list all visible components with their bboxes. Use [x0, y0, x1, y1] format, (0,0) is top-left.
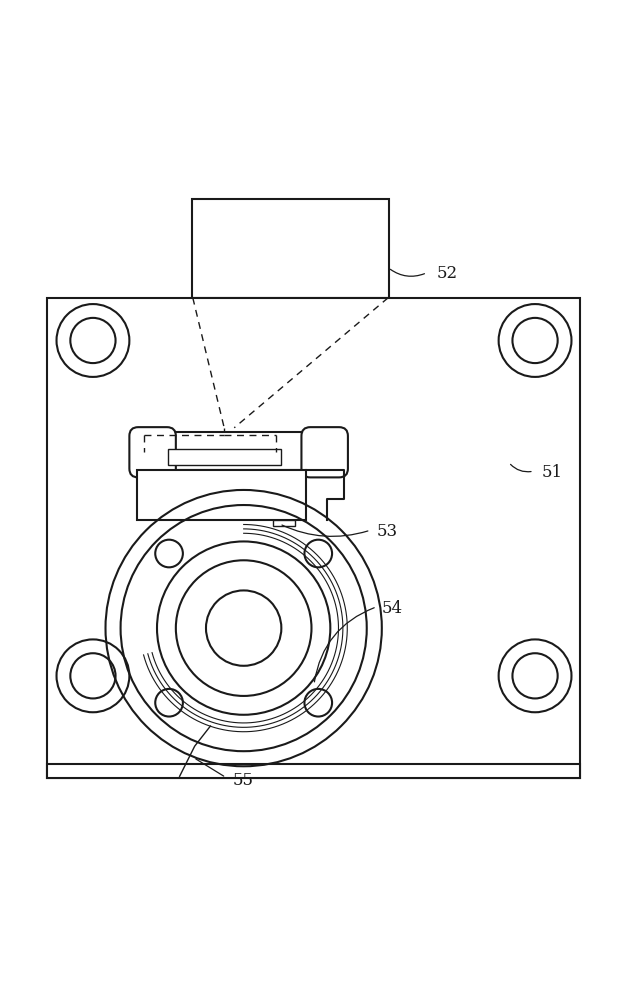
Bar [47, 764, 580, 778]
Text: 53: 53 [377, 523, 398, 540]
FancyBboxPatch shape [129, 427, 176, 477]
Bar [47, 298, 580, 778]
Text: 55: 55 [232, 772, 253, 789]
Text: 54: 54 [382, 600, 403, 617]
Bar [192, 199, 389, 298]
Text: 52: 52 [436, 265, 458, 282]
FancyBboxPatch shape [301, 427, 348, 477]
Bar [137, 470, 306, 520]
Bar [137, 432, 339, 470]
Bar [273, 520, 295, 526]
Text: 51: 51 [541, 464, 563, 481]
Bar [168, 449, 281, 465]
